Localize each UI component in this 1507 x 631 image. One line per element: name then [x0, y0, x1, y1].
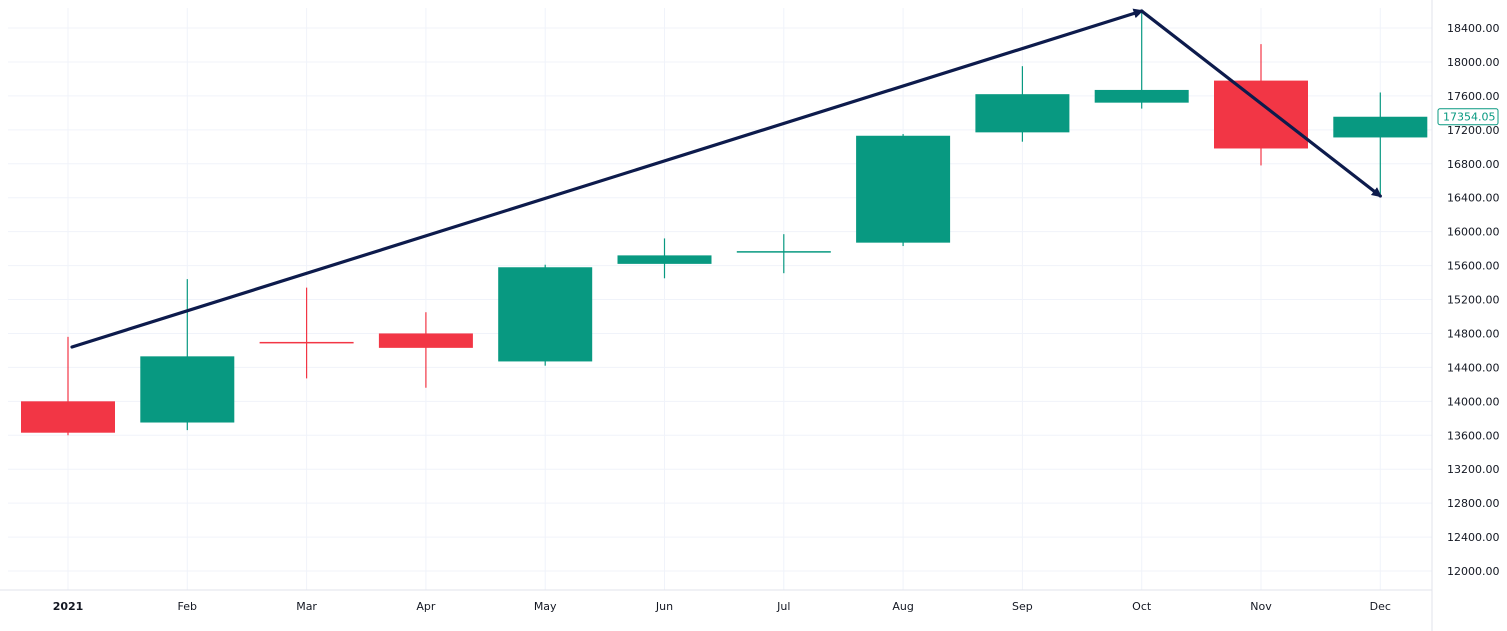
x-tick-label: Oct	[1132, 600, 1152, 613]
candles	[21, 11, 1428, 436]
candle-body	[1094, 89, 1189, 103]
current-price-box	[1437, 108, 1499, 126]
candle-apr	[378, 312, 473, 388]
time-axis: 2021 Feb Mar Apr May Jun Jul Aug Sep Oct Nov Dec	[0, 589, 1432, 613]
y-tick-label: 15200.00	[1447, 294, 1500, 307]
candle-body	[1333, 116, 1428, 138]
trend-lines	[70, 8, 1382, 349]
candle-body	[378, 333, 473, 348]
x-tick-label: 2021	[53, 600, 84, 613]
candle-may	[498, 264, 593, 366]
y-tick-label: 15600.00	[1447, 260, 1500, 273]
candle-body	[617, 255, 712, 264]
candle-mar	[259, 287, 354, 379]
y-tick-label: 18400.00	[1447, 22, 1500, 35]
x-tick-label: Apr	[416, 600, 436, 613]
current-price-tag: 17354.05	[1437, 108, 1499, 126]
y-tick-label: 16400.00	[1447, 192, 1500, 205]
y-tick-label: 16000.00	[1447, 226, 1500, 239]
y-tick-label: 13600.00	[1447, 429, 1500, 442]
candle-2021	[21, 336, 115, 436]
candle-jun	[617, 238, 712, 279]
candle-nov	[1214, 44, 1308, 166]
y-tick-label: 16800.00	[1447, 158, 1500, 171]
candle-dec	[1333, 92, 1428, 196]
candle-oct	[1094, 11, 1189, 109]
candle-body	[21, 401, 115, 433]
x-tick-label: Mar	[296, 600, 317, 613]
x-tick-label: Aug	[892, 600, 913, 613]
candle-jul	[736, 234, 831, 274]
current-price-label: 17354.05	[1443, 111, 1496, 124]
y-tick-label: 12800.00	[1447, 497, 1500, 510]
x-tick-label: Nov	[1250, 600, 1272, 613]
trend-arrow-1	[70, 8, 1144, 349]
y-tick-label: 17600.00	[1447, 90, 1500, 103]
candle-body	[259, 341, 354, 344]
price-axis: 12000.00 12400.00 12800.00 13200.00 13600.00…	[1431, 0, 1500, 631]
candle-aug	[856, 134, 951, 247]
x-tick-label: Sep	[1012, 600, 1033, 613]
x-tick-label: May	[534, 600, 557, 613]
x-tick-label: Dec	[1370, 600, 1391, 613]
x-tick-label: Jun	[655, 600, 673, 613]
y-tick-label: 13200.00	[1447, 463, 1500, 476]
y-tick-label: 18000.00	[1447, 56, 1500, 69]
y-tick-label: 14800.00	[1447, 327, 1500, 340]
y-tick-label: 17200.00	[1447, 124, 1500, 137]
candle-body	[1214, 80, 1308, 149]
x-tick-label: Feb	[178, 600, 197, 613]
candle-body	[975, 94, 1070, 133]
candle-body	[140, 356, 235, 423]
trend-arrow-2	[1140, 9, 1382, 198]
x-tick-label: Jul	[776, 600, 790, 613]
candle-body	[856, 135, 951, 243]
y-tick-label: 12400.00	[1447, 531, 1500, 544]
y-tick-label: 14400.00	[1447, 361, 1500, 374]
y-tick-label: 14000.00	[1447, 395, 1500, 408]
candle-body	[736, 251, 831, 253]
candle-body	[498, 267, 593, 362]
candle-sep	[975, 66, 1070, 142]
candle-feb	[140, 279, 235, 431]
y-tick-label: 12000.00	[1447, 565, 1500, 578]
